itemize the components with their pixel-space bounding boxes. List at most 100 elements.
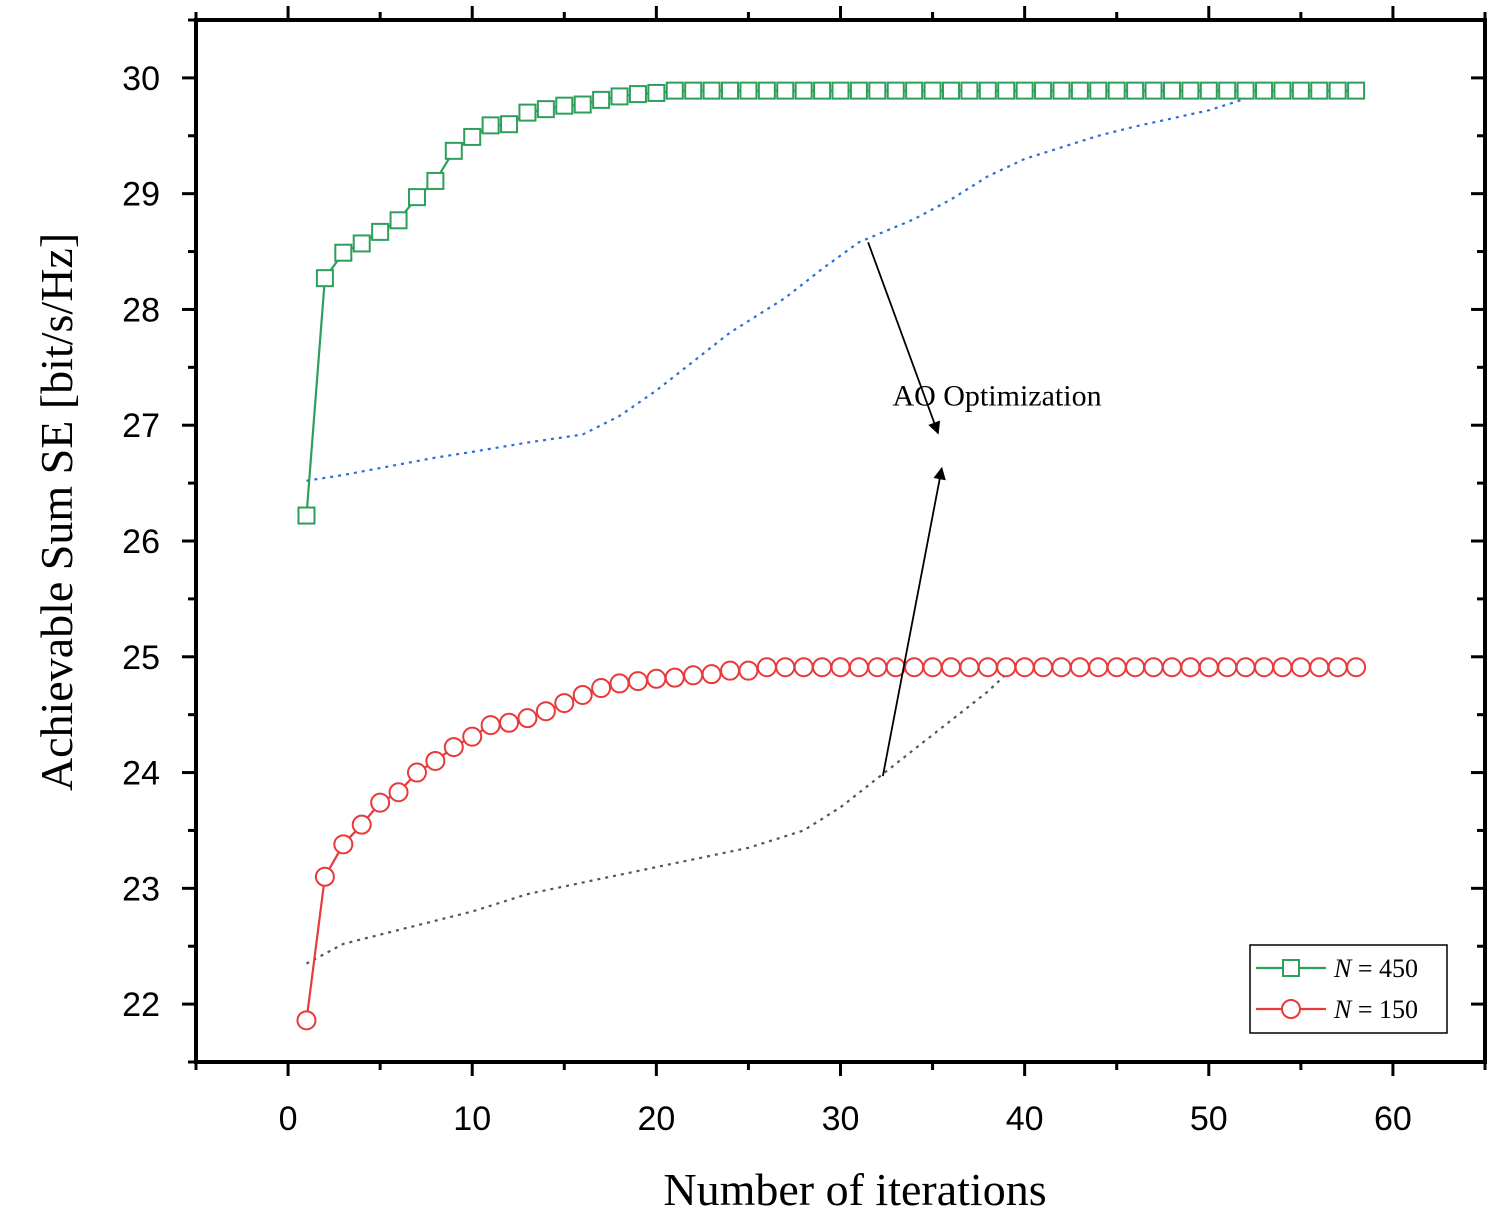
data-point — [572, 684, 593, 705]
data-point — [443, 737, 464, 758]
data-point — [848, 657, 869, 678]
data-point — [738, 660, 759, 681]
x-tick-label: 60 — [1374, 1100, 1412, 1138]
data-point — [554, 693, 575, 714]
data-point — [517, 708, 538, 729]
annotation-arrow-2 — [881, 466, 946, 777]
data-point — [867, 657, 888, 678]
data-point — [1088, 657, 1109, 678]
data-point — [1273, 81, 1292, 100]
y-tick-label: 28 — [122, 291, 160, 329]
data-point — [684, 81, 703, 100]
data-point — [351, 814, 372, 835]
data-point — [1272, 657, 1293, 678]
data-point — [905, 81, 924, 100]
data-point — [665, 81, 684, 100]
data-point — [352, 234, 371, 253]
legend-label: N = 150 — [1333, 995, 1418, 1024]
data-point — [388, 782, 409, 803]
data-point — [1162, 81, 1181, 100]
data-point — [407, 188, 426, 207]
data-point — [922, 657, 943, 678]
data-point — [904, 657, 925, 678]
data-point — [500, 115, 519, 134]
data-point — [813, 81, 832, 100]
data-point — [1310, 81, 1329, 100]
data-point — [536, 100, 555, 119]
x-tick-label: 50 — [1190, 1100, 1228, 1138]
data-point — [444, 141, 463, 160]
data-point — [1181, 81, 1200, 100]
x-tick-label: 30 — [822, 1100, 860, 1138]
data-point — [406, 762, 427, 783]
series-line-1 — [305, 89, 1357, 516]
data-point — [296, 1010, 317, 1031]
data-point — [1309, 657, 1330, 678]
data-point — [1180, 657, 1201, 678]
data-point — [646, 668, 667, 689]
annotation-text: AO Optimization — [892, 380, 1101, 413]
data-point — [997, 81, 1016, 100]
data-point — [794, 81, 813, 100]
data-point — [370, 792, 391, 813]
y-axis-title: Achievable Sum SE [bit/s/Hz] — [31, 233, 82, 791]
data-point — [1327, 657, 1348, 678]
x-tick-label: 20 — [637, 1100, 675, 1138]
y-tick-label: 24 — [122, 755, 160, 793]
legend-marker — [1282, 959, 1300, 977]
data-point — [886, 81, 905, 100]
series-line-2 — [305, 666, 1357, 1021]
data-point — [830, 657, 851, 678]
data-point — [1051, 657, 1072, 678]
data-point — [1236, 81, 1255, 100]
data-point — [389, 211, 408, 230]
data-point — [977, 657, 998, 678]
data-point — [1254, 657, 1275, 678]
data-point — [941, 81, 960, 100]
data-point — [1347, 81, 1366, 100]
data-point — [1014, 657, 1035, 678]
data-point — [1255, 81, 1274, 100]
data-point — [518, 103, 537, 122]
data-point — [1107, 81, 1126, 100]
data-point — [1199, 81, 1218, 100]
data-point — [592, 90, 611, 109]
data-point — [647, 83, 666, 102]
data-point — [1106, 657, 1127, 678]
data-point — [1235, 657, 1256, 678]
data-point — [1015, 81, 1034, 100]
y-tick-label: 30 — [122, 60, 160, 98]
reference-curve-1 — [306, 97, 1246, 482]
data-point — [555, 96, 574, 115]
data-point — [1070, 81, 1089, 100]
data-point — [315, 269, 334, 288]
data-point — [628, 85, 647, 104]
legend-marker — [1281, 999, 1301, 1019]
x-tick-label: 0 — [279, 1100, 298, 1138]
data-point — [426, 171, 445, 190]
data-point — [702, 81, 721, 100]
data-point — [1069, 657, 1090, 678]
x-tick-label: 10 — [453, 1100, 491, 1138]
data-point — [462, 726, 483, 747]
data-point — [1328, 81, 1347, 100]
data-point — [720, 660, 741, 681]
data-point — [334, 243, 353, 262]
data-point — [499, 712, 520, 733]
data-point — [1089, 81, 1108, 100]
data-point — [849, 81, 868, 100]
y-tick-label: 25 — [122, 639, 160, 677]
data-point — [1161, 657, 1182, 678]
y-tick-label: 27 — [122, 407, 160, 445]
data-point — [1144, 81, 1163, 100]
data-point — [1125, 657, 1146, 678]
data-point — [1217, 657, 1238, 678]
data-point — [756, 657, 777, 678]
data-point — [333, 834, 354, 855]
data-point — [480, 715, 501, 736]
reference-curve-2 — [305, 673, 1007, 965]
data-point — [314, 866, 335, 887]
data-point — [609, 673, 630, 694]
data-point — [739, 81, 758, 100]
plot-frame — [194, 18, 1487, 1064]
